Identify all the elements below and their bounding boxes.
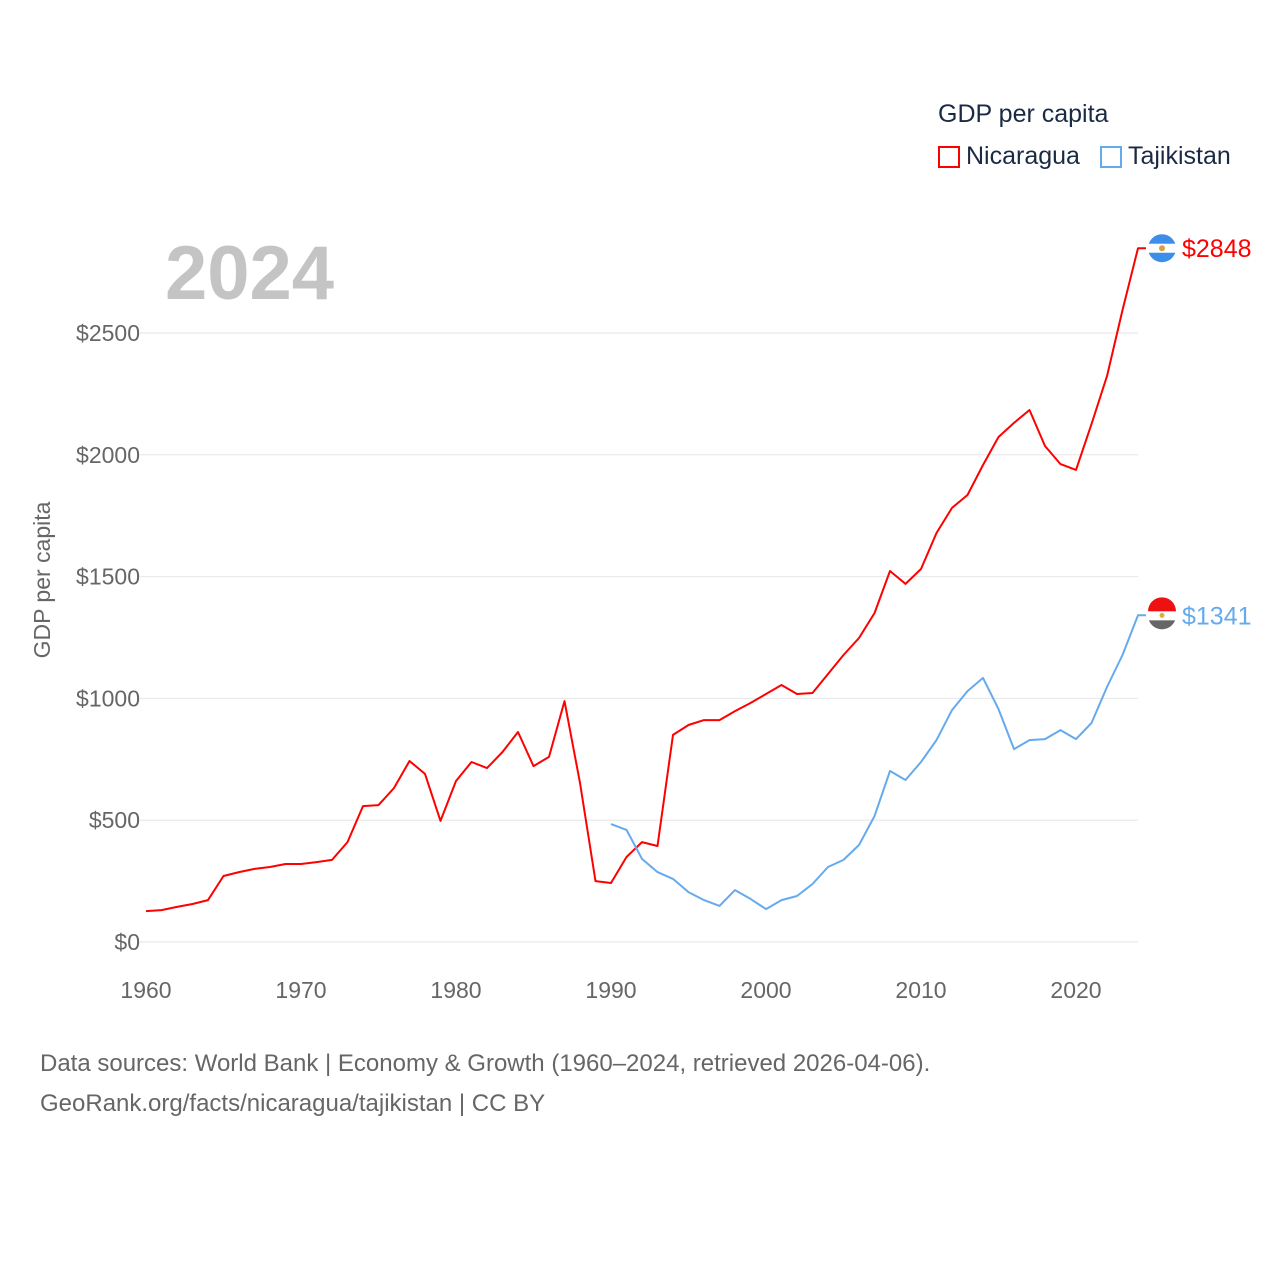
footer: Data sources: World Bank | Economy & Gro… xyxy=(40,1044,930,1124)
series-line-tajikistan xyxy=(610,614,1146,911)
legend-label: Tajikistan xyxy=(1127,142,1231,170)
x-tick-label: 2020 xyxy=(1050,977,1101,1003)
attribution-link[interactable]: GeoRank.org/facts/nicaragua/tajikistan |… xyxy=(40,1090,546,1117)
flag-emblem xyxy=(1159,612,1165,618)
y-tick-label: $1000 xyxy=(76,685,140,711)
y-tick-label: $2500 xyxy=(76,320,140,346)
x-tick-label: 1970 xyxy=(275,977,326,1003)
year-label: 2024 xyxy=(165,231,335,316)
flag-emblem xyxy=(1159,245,1165,252)
legend-swatch-nicaragua xyxy=(938,145,960,168)
end-value-label: $1341 xyxy=(1182,602,1252,630)
x-tick-label: 1960 xyxy=(120,977,171,1003)
legend: Nicaragua Tajikistan xyxy=(938,142,1231,171)
series-line-nicaragua xyxy=(145,247,1146,913)
y-tick-label: $500 xyxy=(89,807,140,833)
legend-label: Nicaragua xyxy=(966,142,1080,170)
y-tick-label: $0 xyxy=(114,929,140,955)
x-tick-label: 2010 xyxy=(895,977,946,1003)
x-tick-label: 1990 xyxy=(585,977,636,1003)
end-value-label: $2848 xyxy=(1182,235,1252,263)
y-tick-label: $1500 xyxy=(76,564,140,590)
flag-stripe xyxy=(1148,597,1176,612)
data-sources-text: Data sources: World Bank | Economy & Gro… xyxy=(40,1050,931,1077)
x-tick-label: 2000 xyxy=(740,977,791,1003)
y-tick-label: $2000 xyxy=(76,442,140,468)
y-axis-title: GDP per capita xyxy=(29,501,55,658)
legend-item-nicaragua[interactable]: Nicaragua xyxy=(938,142,1080,171)
legend-swatch-tajikistan xyxy=(1099,145,1122,168)
legend-item-tajikistan[interactable]: Tajikistan xyxy=(1099,142,1231,171)
legend-title: GDP per capita xyxy=(938,100,1109,128)
x-tick-label: 1980 xyxy=(430,977,481,1003)
